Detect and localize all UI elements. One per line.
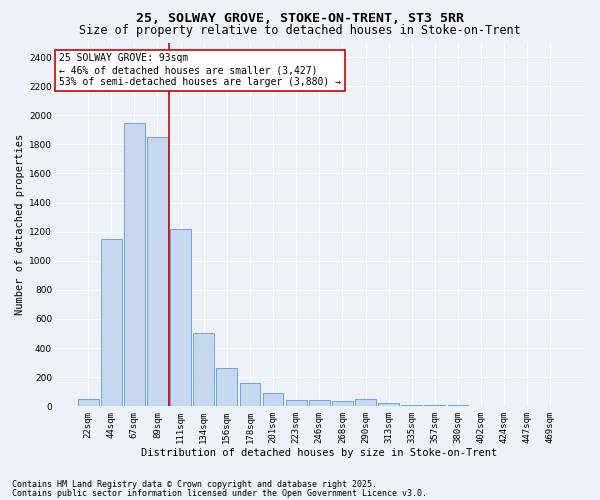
Bar xyxy=(217,368,237,406)
Bar xyxy=(401,405,422,406)
Bar xyxy=(263,393,283,406)
Bar xyxy=(193,334,214,406)
Text: Size of property relative to detached houses in Stoke-on-Trent: Size of property relative to detached ho… xyxy=(79,24,521,37)
Bar xyxy=(355,399,376,406)
Text: Contains HM Land Registry data © Crown copyright and database right 2025.: Contains HM Land Registry data © Crown c… xyxy=(12,480,377,489)
Bar xyxy=(124,122,145,406)
Bar xyxy=(378,404,399,406)
Bar xyxy=(101,239,122,406)
Bar xyxy=(170,228,191,406)
Text: Contains public sector information licensed under the Open Government Licence v3: Contains public sector information licen… xyxy=(12,488,427,498)
Bar xyxy=(147,137,168,406)
Bar xyxy=(239,383,260,406)
Bar xyxy=(309,400,329,406)
Bar xyxy=(332,401,353,406)
X-axis label: Distribution of detached houses by size in Stoke-on-Trent: Distribution of detached houses by size … xyxy=(141,448,497,458)
Bar xyxy=(78,399,98,406)
Y-axis label: Number of detached properties: Number of detached properties xyxy=(15,134,25,315)
Text: 25 SOLWAY GROVE: 93sqm
← 46% of detached houses are smaller (3,427)
53% of semi-: 25 SOLWAY GROVE: 93sqm ← 46% of detached… xyxy=(59,54,341,86)
Text: 25, SOLWAY GROVE, STOKE-ON-TRENT, ST3 5RR: 25, SOLWAY GROVE, STOKE-ON-TRENT, ST3 5R… xyxy=(136,12,464,26)
Bar xyxy=(286,400,307,406)
